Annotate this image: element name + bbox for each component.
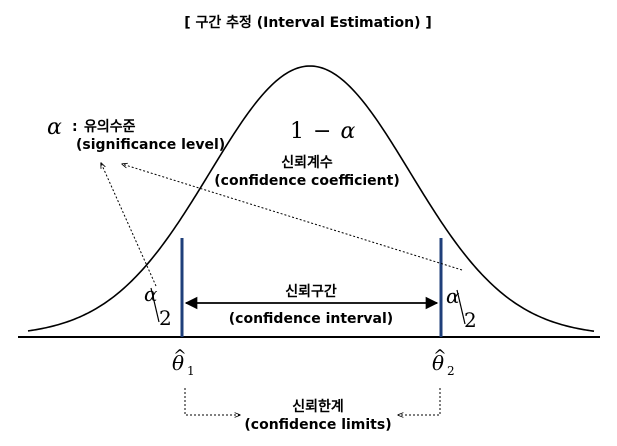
upper-bound-hat: ^ [433,346,446,365]
upper-bound-symbol: θ [432,351,444,375]
lower-bound-theta: ^ θ 1 [172,346,195,378]
left-tail-pointer-arrow [101,163,157,287]
right-tail-denominator: 2 [464,308,477,332]
lower-bound-symbol: θ [172,351,184,375]
formula-one: 1 [290,119,304,144]
left-tail-numerator: α [144,282,158,306]
confidence-coefficient-formula: 1 − α [290,119,355,144]
right-tail-fraction: α 2 [446,284,477,332]
upper-limit-connector [398,388,441,415]
significance-level-en: (significance level) [76,137,225,153]
confidence-limits-en: (confidence limits) [244,417,391,433]
left-tail-fraction: α 2 [144,282,172,330]
upper-bound-theta: ^ θ 2 [432,346,455,378]
confidence-interval-ko: 신뢰구간 [285,283,337,300]
normal-distribution-curve [27,65,595,333]
left-tail-fraction-slash [150,287,160,323]
confidence-coefficient-ko: 신뢰계수 [281,155,333,171]
right-tail-numerator: α [446,284,460,308]
alpha-symbol: α [47,115,62,140]
lower-bound-subscript: 1 [187,364,195,378]
confidence-coefficient-en: (confidence coefficient) [214,173,400,189]
formula-minus: − [313,119,331,144]
lower-bound-hat: ^ [173,346,186,365]
significance-level-ko: 유의수준 [84,118,136,135]
right-tail-pointer-arrow [122,164,463,271]
confidence-limits-ko: 신뢰한계 [292,399,344,415]
right-tail-fraction-slash [456,289,466,325]
diagram-title: [ 구간 추정 (Interval Estimation) ] [184,14,432,31]
upper-bound-subscript: 2 [447,364,455,378]
lower-limit-connector [184,388,240,415]
formula-alpha: α [340,119,355,144]
left-tail-denominator: 2 [159,306,172,330]
alpha-separator: : [72,119,78,135]
confidence-interval-en: (confidence interval) [229,311,393,327]
